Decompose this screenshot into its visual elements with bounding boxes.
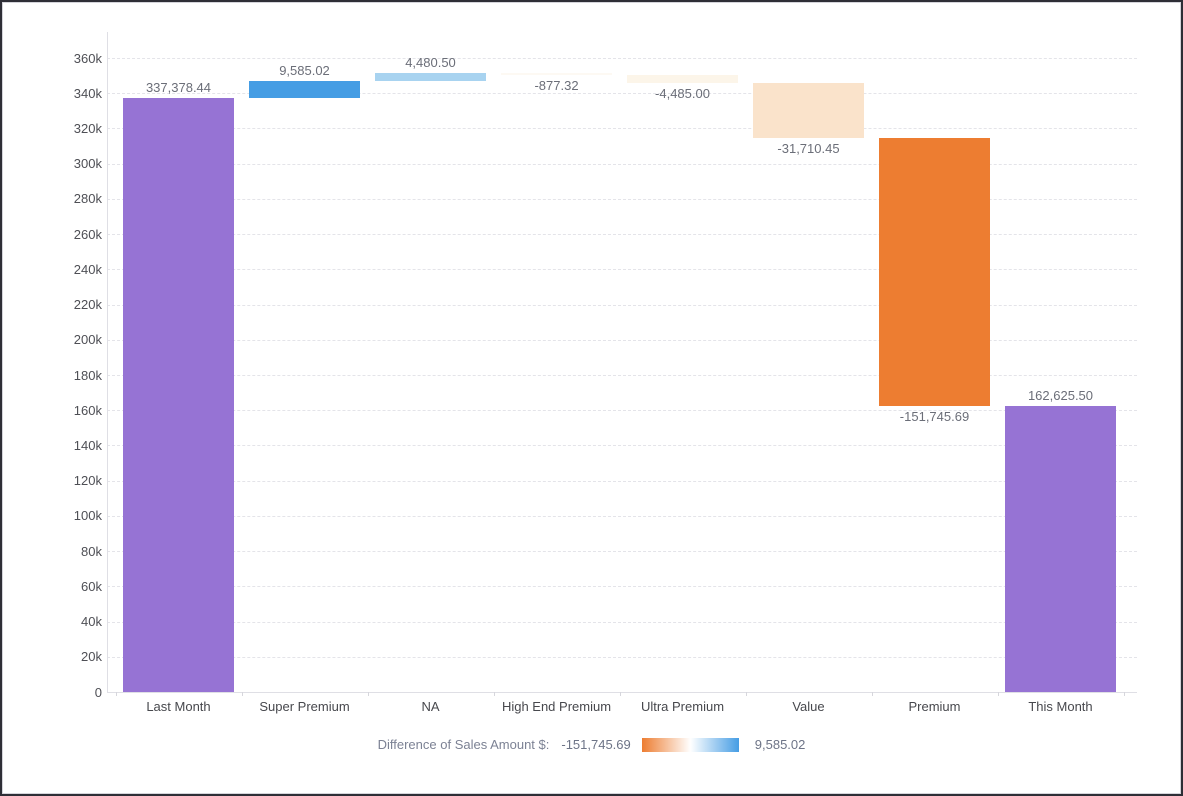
y-axis-tick-label: 360k: [73, 50, 102, 66]
y-axis-tick-label: 220k: [73, 297, 102, 313]
y-axis-tick-label: 320k: [73, 120, 102, 136]
bar-value-label: 9,585.02: [279, 62, 330, 78]
x-category-label: Premium: [908, 699, 961, 714]
y-gridline: [107, 163, 1137, 165]
y-axis-tick-label: 240k: [73, 261, 102, 277]
x-category-label: High End Premium: [501, 699, 612, 714]
y-gridline: [107, 375, 1137, 376]
y-gridline: [107, 515, 1137, 517]
x-category-label: Value: [792, 699, 825, 714]
bar-this-month[interactable]: [1005, 405, 1116, 692]
y-gridline: [107, 304, 1137, 306]
y-axis-tick-label: 180k: [73, 367, 102, 383]
bar-value-label: 337,378.44: [145, 79, 212, 95]
y-axis-tick-label: 60k: [81, 578, 102, 594]
y-axis-tick-label: 0: [94, 684, 102, 700]
bar-value-label: 162,625.50: [1027, 387, 1094, 403]
bar-value-label: -31,710.45: [777, 141, 840, 157]
y-axis-tick-label: 140k: [73, 437, 102, 453]
y-axis-tick-label: 100k: [73, 508, 102, 524]
x-category-label: NA: [421, 699, 440, 714]
x-axis-tick: [115, 692, 117, 696]
y-axis-tick-label: 200k: [73, 332, 102, 348]
x-axis-tick: [745, 692, 747, 696]
bar-value-label: -151,745.69: [899, 408, 970, 424]
x-axis-tick: [871, 692, 873, 696]
bar-na[interactable]: [375, 73, 486, 81]
bar-ultra-premium[interactable]: [627, 74, 738, 83]
x-category-label: This Month: [1028, 699, 1093, 714]
x-category-label: Last Month: [146, 699, 211, 714]
y-axis-line: [107, 32, 108, 692]
y-axis-tick-label: 40k: [81, 614, 102, 630]
bar-premium[interactable]: [879, 138, 990, 406]
y-axis-tick-label: 80k: [81, 543, 102, 559]
bar-value-label: -4,485.00: [655, 85, 710, 101]
y-axis-tick-label: 20k: [81, 649, 102, 665]
y-gridline: [107, 234, 1137, 236]
y-gridline: [107, 339, 1137, 341]
y-axis-tick-label: 160k: [73, 402, 102, 418]
x-category-label: Ultra Premium: [640, 699, 725, 714]
y-gridline: [107, 93, 1137, 95]
bar-super-premium[interactable]: [249, 80, 360, 98]
y-axis-tick-label: 340k: [73, 85, 102, 101]
y-gridline: [107, 445, 1137, 447]
legend-min-value: -151,745.69: [561, 737, 631, 752]
bar-value-label: 4,480.50: [405, 55, 456, 71]
y-gridline: [107, 480, 1137, 482]
y-gridline: [107, 269, 1137, 271]
y-axis-tick-label: 120k: [73, 473, 102, 489]
x-category-label: Super Premium: [259, 699, 350, 714]
color-legend: Difference of Sales Amount $: -151,745.6…: [2, 737, 1181, 752]
bar-value[interactable]: [753, 82, 864, 139]
legend-title: Difference of Sales Amount $:: [377, 737, 550, 752]
y-gridline: [107, 621, 1137, 623]
legend-max-value: 9,585.02: [754, 737, 806, 752]
bar-high-end-premium[interactable]: [501, 73, 612, 75]
x-axis-tick: [241, 692, 243, 696]
x-axis-tick: [493, 692, 495, 696]
x-axis-tick: [1123, 692, 1125, 696]
y-gridline: [107, 656, 1137, 658]
y-gridline: [107, 198, 1137, 200]
y-gridline: [107, 410, 1137, 412]
y-gridline: [107, 586, 1137, 588]
y-axis-tick-label: 300k: [73, 156, 102, 172]
y-axis-tick-label: 260k: [73, 226, 102, 242]
x-axis-tick: [367, 692, 369, 696]
bar-last-month[interactable]: [123, 97, 234, 692]
y-axis-tick-label: 280k: [73, 191, 102, 207]
y-gridline: [107, 128, 1137, 130]
x-axis-line: [107, 692, 1137, 693]
x-axis-tick: [619, 692, 621, 696]
legend-gradient-bar: [641, 737, 739, 752]
y-gridline: [107, 551, 1137, 553]
x-axis-tick: [997, 692, 999, 696]
bar-value-label: -877.32: [534, 77, 579, 93]
y-gridline: [107, 58, 1137, 59]
